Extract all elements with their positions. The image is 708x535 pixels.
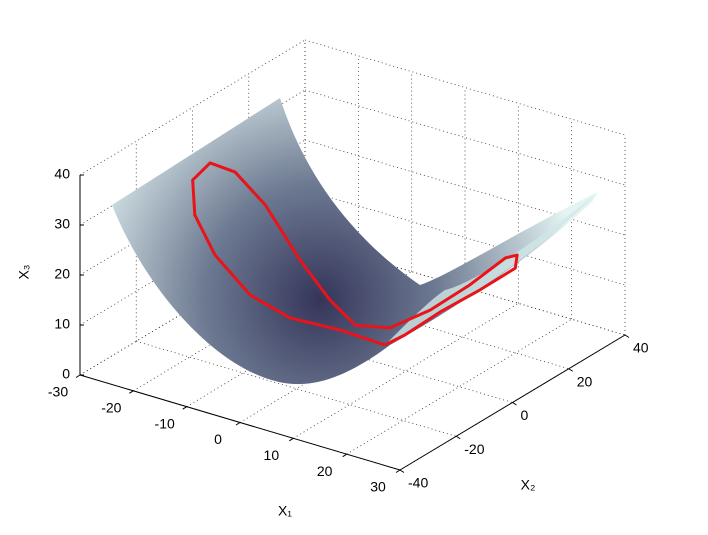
z-tick-label: 20 bbox=[54, 266, 70, 282]
x-tick-label: 0 bbox=[214, 431, 222, 447]
tick-mark bbox=[342, 453, 347, 458]
tick-mark bbox=[455, 435, 461, 440]
y-tick-label: 40 bbox=[633, 340, 649, 356]
tick-mark bbox=[75, 374, 81, 378]
z-tick-label: 30 bbox=[54, 216, 70, 232]
x-tick-label: -10 bbox=[155, 415, 175, 431]
x-tick-label: -30 bbox=[48, 384, 68, 400]
surface bbox=[112, 98, 598, 385]
y-axis-label: X₂ bbox=[521, 477, 536, 493]
z-tick-label: 10 bbox=[54, 316, 70, 332]
z-axis-label: X₃ bbox=[16, 264, 32, 279]
y-axis bbox=[399, 334, 626, 471]
tick-mark bbox=[235, 422, 241, 426]
y-tick-label: 20 bbox=[577, 373, 593, 389]
y-tick-label: 0 bbox=[521, 407, 529, 423]
y-tick-label: -20 bbox=[464, 441, 484, 457]
tick-mark bbox=[182, 406, 187, 410]
x-axis-label: X₁ bbox=[278, 503, 292, 519]
y-tick-label: -40 bbox=[408, 475, 428, 491]
x-tick-label: 30 bbox=[370, 479, 386, 495]
x-tick-label: 10 bbox=[264, 447, 280, 463]
x-tick-label: -20 bbox=[101, 400, 121, 416]
front-layer: -30 -20 -10 0 10 20 30 -40 -20 0 20 40 0 10 20 30 40 bbox=[48, 161, 649, 495]
z-tick-label: 0 bbox=[62, 366, 70, 382]
tick-mark bbox=[512, 402, 517, 406]
tick-mark bbox=[624, 334, 630, 338]
tick-mark bbox=[568, 368, 574, 372]
tick-mark bbox=[395, 469, 401, 473]
tick-mark bbox=[289, 437, 294, 442]
tick-mark bbox=[399, 469, 405, 473]
z-tick-label: 40 bbox=[54, 166, 70, 182]
trajectory bbox=[191, 161, 519, 347]
x-tick-label: 20 bbox=[317, 463, 333, 479]
x-axis bbox=[79, 374, 401, 471]
tick-mark bbox=[129, 390, 134, 394]
